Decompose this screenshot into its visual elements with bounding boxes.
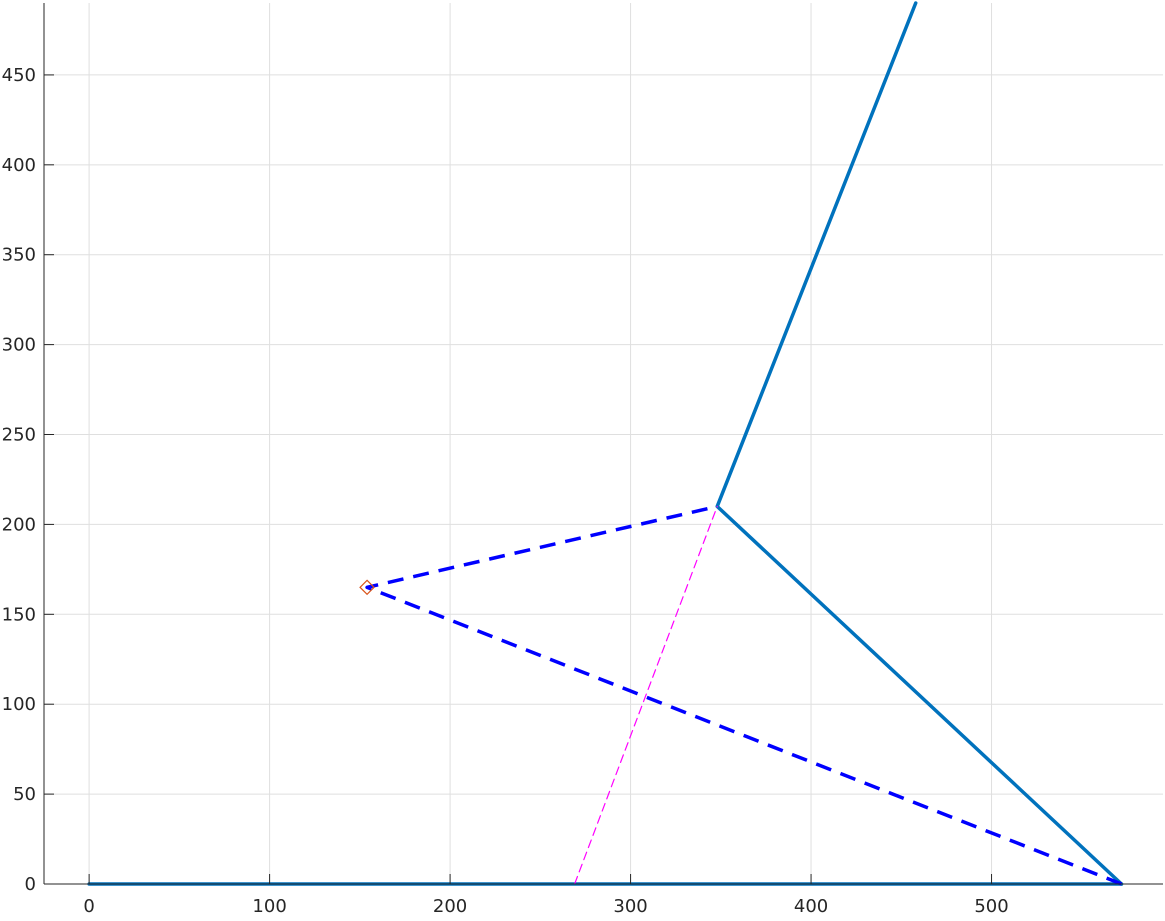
y-tick-label-2: 100 <box>2 694 36 715</box>
y-tick-label-8: 400 <box>2 155 36 176</box>
series-line-2 <box>365 504 1123 886</box>
x-tick-label-2: 200 <box>433 896 467 916</box>
axes <box>43 3 1163 885</box>
marker-group <box>359 579 375 596</box>
y-tick-label-4: 200 <box>2 514 36 535</box>
grid <box>44 3 1163 885</box>
y-tick-label-5: 250 <box>2 425 36 446</box>
x-tick-label-4: 400 <box>794 896 828 916</box>
series-group <box>87 1 1124 886</box>
series-line-3 <box>574 505 718 885</box>
diamond-marker-0 <box>359 579 375 596</box>
tick-labels: 0 100 200 300 400 500 0 50 100 150 200 250 300 350 400… <box>2 65 1009 917</box>
x-tick-label-1: 100 <box>252 896 286 916</box>
y-tick-label-9: 450 <box>2 65 36 86</box>
series-line-1 <box>715 1 1124 886</box>
x-tick-label-3: 300 <box>613 896 647 916</box>
y-tick-label-0: 0 <box>25 874 36 895</box>
y-tick-label-1: 50 <box>13 784 36 805</box>
y-tick-label-7: 350 <box>2 245 36 266</box>
x-tick-label-0: 0 <box>83 896 94 916</box>
x-tick-label-5: 500 <box>974 896 1008 916</box>
y-tick-label-6: 300 <box>2 335 36 356</box>
y-tick-label-3: 150 <box>2 604 36 625</box>
